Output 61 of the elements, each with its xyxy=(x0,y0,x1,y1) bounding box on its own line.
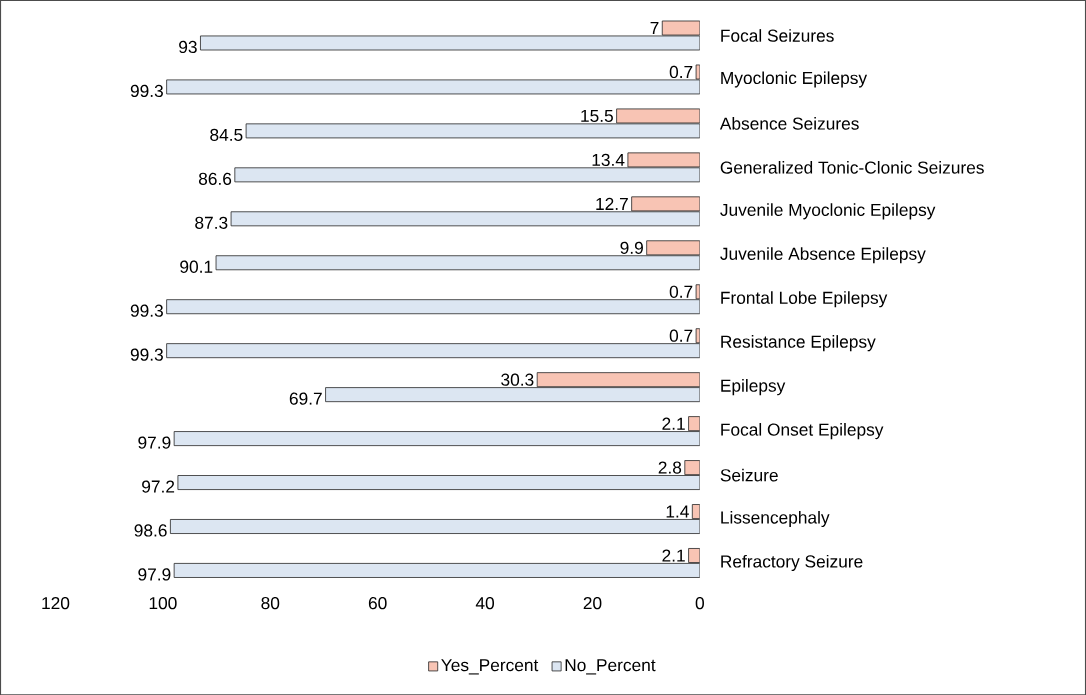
y-tick-label: Focal Onset Epilepsy xyxy=(721,422,884,439)
bar xyxy=(166,299,700,314)
data-label: 99.3 xyxy=(130,348,163,361)
bar xyxy=(230,211,700,227)
data-label: 2.1 xyxy=(662,549,685,562)
x-tick-label: 0 xyxy=(695,596,704,610)
data-label: 13.4 xyxy=(592,153,625,166)
y-tick-label: Lissencephaly xyxy=(721,510,830,527)
data-label: 98.6 xyxy=(134,524,167,537)
bar xyxy=(177,474,700,490)
data-label: 7 xyxy=(650,21,659,34)
data-label: 2.8 xyxy=(658,461,682,474)
x-tick-label: 80 xyxy=(261,596,280,610)
data-label: 97.2 xyxy=(142,480,175,493)
x-tick-label: 100 xyxy=(149,596,177,610)
data-label: 15.5 xyxy=(581,109,613,122)
bar xyxy=(173,562,700,578)
data-label: 97.9 xyxy=(138,436,171,449)
bar xyxy=(631,196,700,212)
data-label: 84.5 xyxy=(210,128,243,141)
data-label: 0.7 xyxy=(669,329,693,342)
data-label: 86.6 xyxy=(198,172,232,185)
data-label: 97.9 xyxy=(138,568,171,581)
data-label: 0.7 xyxy=(669,65,693,78)
y-tick-label: Myoclonic Epilepsy xyxy=(721,71,868,88)
y-tick-label: Juvenile Myoclonic Epilepsy xyxy=(720,203,936,220)
x-tick-label: 20 xyxy=(583,596,602,610)
data-label: 9.9 xyxy=(620,241,643,254)
y-tick-label: Frontal Lobe Epilepsy xyxy=(721,290,888,308)
y-tick-label: Focal Seizures xyxy=(721,28,834,42)
x-tick-label: 40 xyxy=(475,596,495,610)
bar xyxy=(325,387,700,402)
data-label: 0.7 xyxy=(669,285,693,298)
data-label: 87.3 xyxy=(195,216,228,229)
x-tick-label: 120 xyxy=(42,596,70,610)
y-tick-label: Refractory Seizure xyxy=(721,554,863,571)
y-tick-label: Absence Seizures xyxy=(719,116,859,130)
y-tick-label: Juvenile Absence Epilepsy xyxy=(720,247,926,264)
legend-label: No_Percent xyxy=(565,658,656,675)
y-tick-label: Generalized Tonic-Clonic Seizures xyxy=(720,160,984,174)
bar xyxy=(536,372,700,387)
bar xyxy=(173,430,700,446)
bar xyxy=(215,255,700,270)
y-tick-label: Epilepsy xyxy=(721,378,786,396)
bar xyxy=(166,343,700,358)
data-label: 69.7 xyxy=(289,392,322,405)
data-label: 93 xyxy=(179,40,197,53)
data-label: 2.1 xyxy=(662,417,685,430)
y-tick-label: Seizure xyxy=(720,468,778,482)
bar xyxy=(646,240,700,256)
bar xyxy=(169,518,700,534)
x-tick-label: 60 xyxy=(368,596,387,610)
data-label: 1.4 xyxy=(666,505,689,518)
data-label: 30.3 xyxy=(501,373,534,386)
data-label: 99.3 xyxy=(130,84,163,97)
data-label: 12.7 xyxy=(596,197,628,210)
legend-label: Yes_Percent xyxy=(441,658,539,675)
y-tick-label: Resistance Epilepsy xyxy=(721,334,876,352)
bar xyxy=(234,167,700,183)
data-label: 90.1 xyxy=(180,260,213,273)
data-label: 99.3 xyxy=(130,304,163,317)
